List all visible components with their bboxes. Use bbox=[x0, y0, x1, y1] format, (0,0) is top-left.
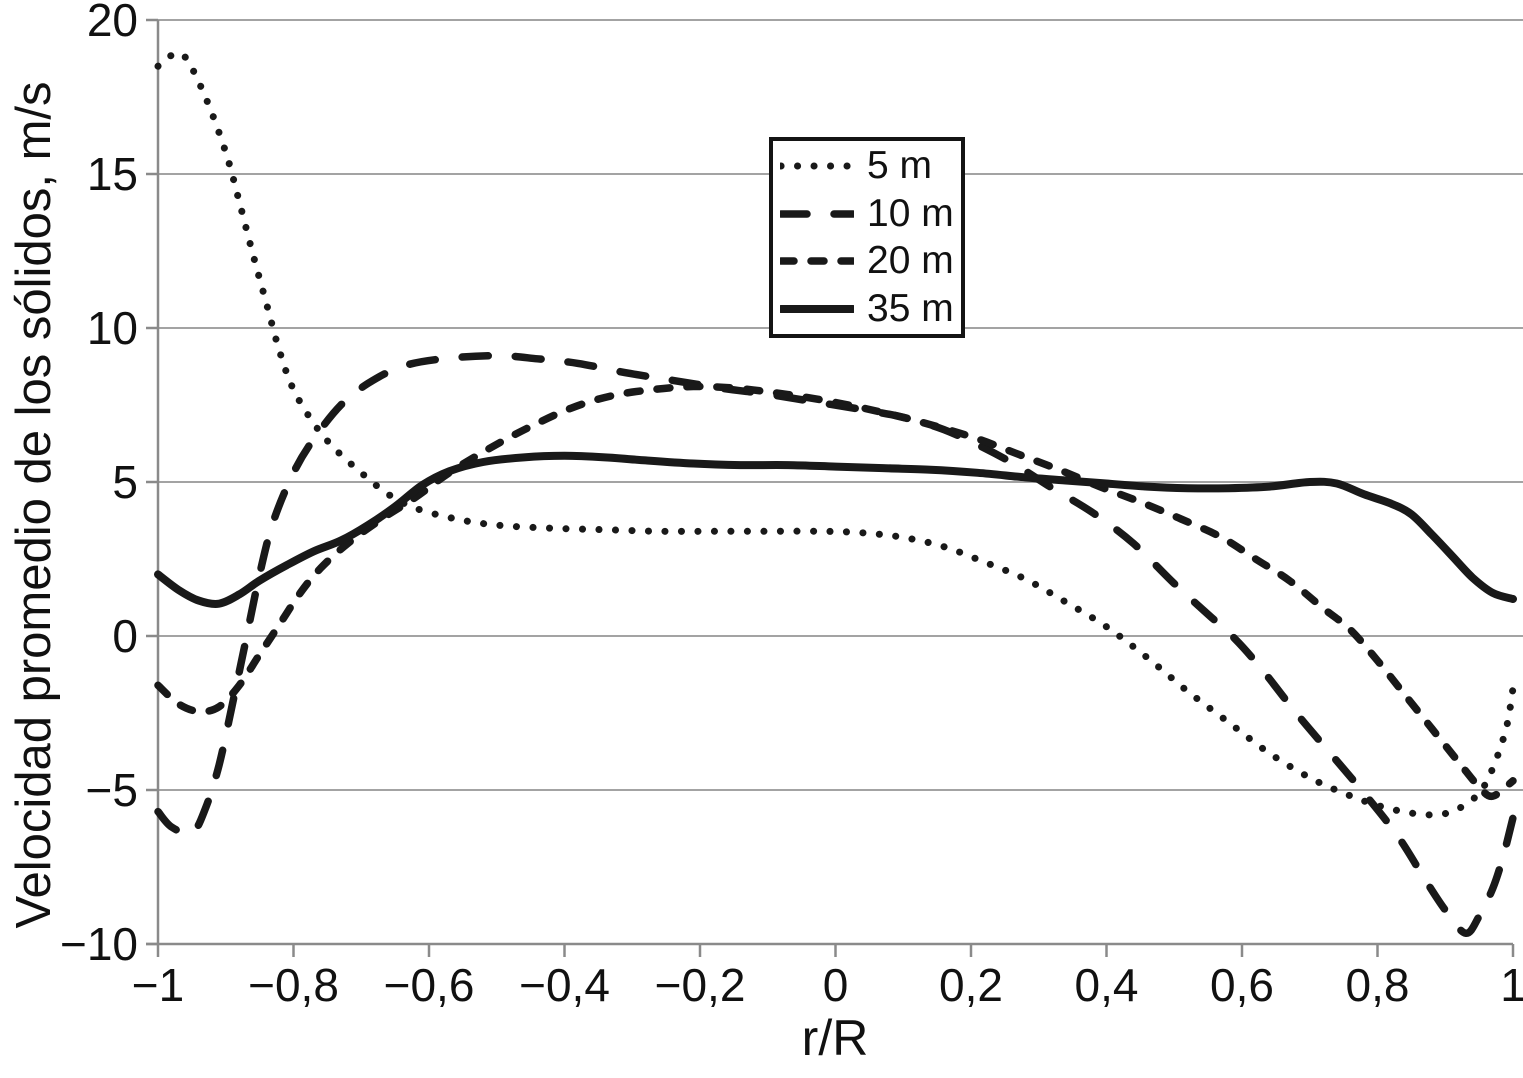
legend-line-sample-dotted bbox=[780, 162, 854, 170]
x-tick-label: 0 bbox=[822, 959, 849, 1011]
x-tick-label: −1 bbox=[131, 959, 185, 1011]
y-tick-label: −5 bbox=[85, 764, 138, 816]
legend-label: 5 m bbox=[867, 143, 933, 187]
x-tick-label: 0,2 bbox=[939, 959, 1003, 1011]
x-tick-label: −0,8 bbox=[248, 959, 339, 1011]
legend: 5 m 10 m 20 m 35 m bbox=[769, 137, 965, 338]
y-tick-label: 20 bbox=[86, 0, 138, 46]
x-axis-title: r/R bbox=[801, 1010, 869, 1066]
y-tick-label: 0 bbox=[112, 610, 138, 662]
x-tick-label: −0,4 bbox=[519, 959, 610, 1011]
legend-line-sample-short-dash bbox=[780, 257, 854, 266]
x-tick-label: −0,6 bbox=[383, 959, 475, 1011]
y-tick-label: 5 bbox=[112, 456, 138, 508]
x-tick-label: 0,6 bbox=[1210, 959, 1274, 1011]
y-tick-label: 10 bbox=[86, 302, 138, 354]
series-curve-20m bbox=[154, 382, 1517, 801]
legend-item: 10 m bbox=[780, 191, 961, 237]
legend-label: 20 m bbox=[867, 239, 954, 283]
x-tick-label: 0,8 bbox=[1345, 959, 1410, 1011]
series-curve-5m bbox=[154, 49, 1517, 819]
legend-line-sample-long-dash bbox=[780, 209, 854, 218]
series-curve-10m bbox=[154, 351, 1517, 937]
legend-label: 35 m bbox=[867, 287, 954, 331]
x-tick-label: 0,4 bbox=[1074, 959, 1139, 1011]
x-tick-label: 1 bbox=[1500, 959, 1523, 1011]
x-tick-label: −0,2 bbox=[654, 959, 746, 1011]
y-axis-title: Velocidad promedio de los sólidos, m/s bbox=[7, 81, 61, 929]
series-curve-35m bbox=[154, 451, 1517, 608]
legend-item: 35 m bbox=[780, 286, 961, 332]
legend-label: 10 m bbox=[867, 191, 954, 235]
legend-item: 5 m bbox=[780, 143, 961, 189]
y-tick-label: 15 bbox=[86, 148, 138, 200]
legend-item: 20 m bbox=[780, 238, 961, 284]
y-tick-label: −10 bbox=[59, 918, 138, 970]
legend-line-sample-solid bbox=[780, 305, 854, 314]
